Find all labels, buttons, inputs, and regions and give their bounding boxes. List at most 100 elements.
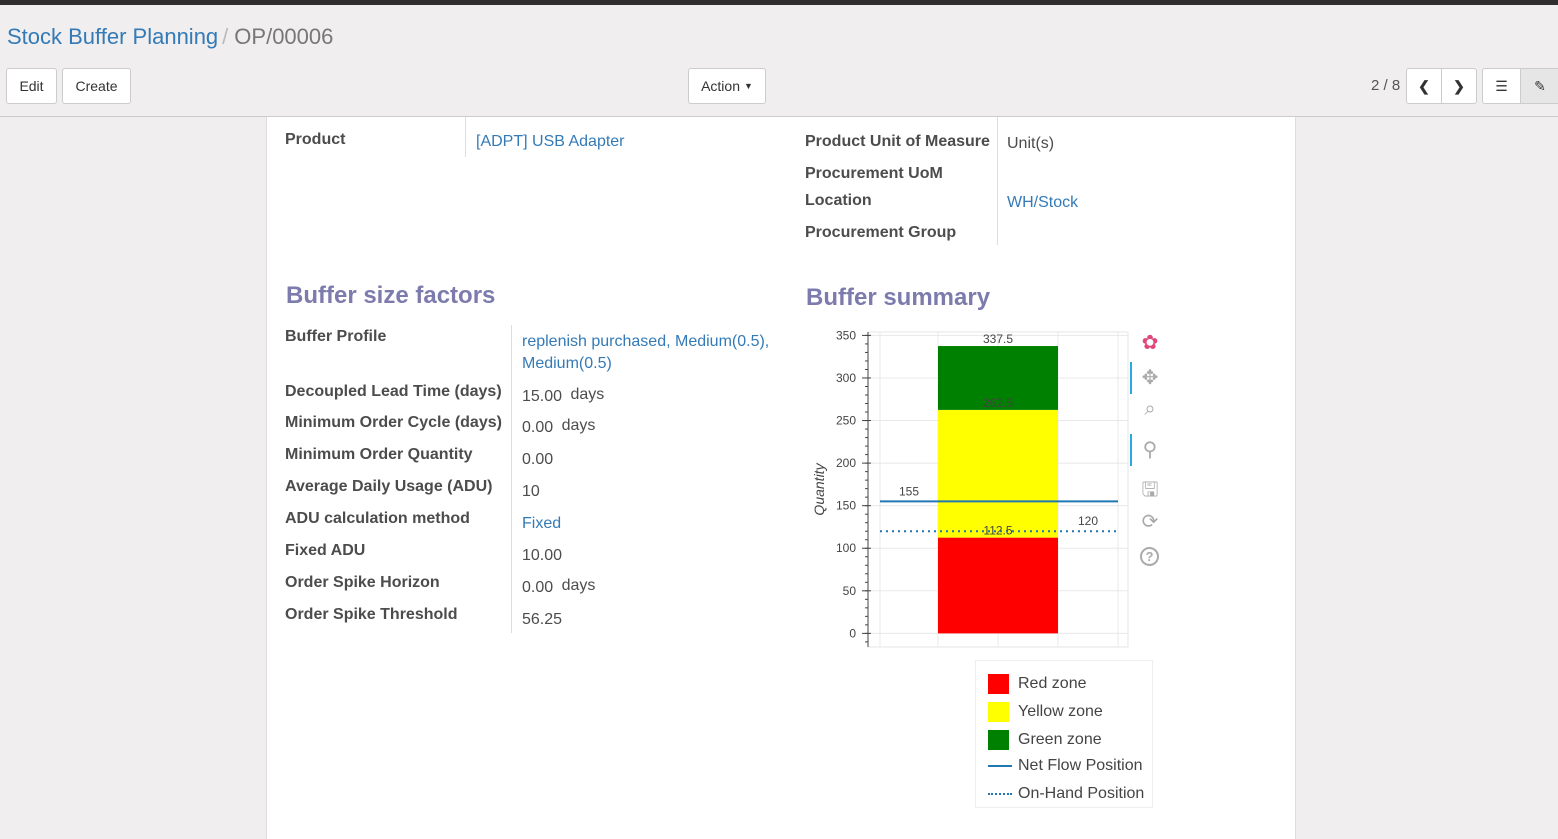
action-label: Action — [701, 78, 740, 94]
edit-button[interactable]: Edit — [6, 68, 57, 104]
list-view-button[interactable]: ☰ — [1482, 68, 1521, 104]
y-tick-label: 250 — [836, 414, 856, 428]
value-text: Fixed — [522, 515, 562, 532]
field-value: 0.00 days — [522, 417, 595, 439]
help-icon[interactable]: ? — [1140, 547, 1159, 566]
field-label: Decoupled Lead Time (days) — [285, 383, 502, 400]
legend-green-zone: Green zone — [988, 730, 1102, 750]
active-tool-indicator — [1130, 362, 1132, 394]
legend-swatch — [988, 730, 1009, 750]
legend-label: Green zone — [1018, 731, 1102, 748]
buffer-summary-title: Buffer summary — [806, 284, 991, 311]
y-tick-label: 200 — [836, 456, 856, 470]
create-button[interactable]: Create — [62, 68, 131, 104]
y-tick-label: 50 — [843, 584, 857, 598]
location-link[interactable]: WH/Stock — [1007, 194, 1079, 211]
y-tick-label: 0 — [849, 626, 856, 640]
unit-text: days — [561, 417, 596, 434]
buffer-chart[interactable]: 0 50 100 150 200 250 300 350 Quantity 155 120 112.5… — [805, 320, 1135, 660]
line-label: 120 — [1078, 514, 1098, 528]
breadcrumb-current: OP/00006 — [234, 24, 334, 49]
legend-yellow-zone: Yellow zone — [988, 702, 1103, 722]
field-value: 0.00 — [522, 449, 553, 471]
pan-icon[interactable]: ✥ — [1141, 367, 1159, 389]
legend-net-flow: Net Flow Position — [988, 757, 1143, 775]
uom-value: Unit(s) — [1007, 135, 1055, 152]
field-value[interactable]: Fixed — [522, 513, 561, 535]
previous-record-button[interactable]: ❮ — [1406, 68, 1442, 104]
chart-legend: Red zone Yellow zone Green zone Net Flow… — [975, 660, 1153, 808]
field-value: 15.00 days — [522, 386, 604, 408]
save-icon[interactable]: 🖫 — [1141, 479, 1159, 501]
field-label: Fixed ADU — [285, 542, 366, 559]
unit-text: days — [561, 577, 596, 594]
field-label: Order Spike Threshold — [285, 606, 458, 623]
location-label: Location — [805, 192, 872, 209]
value-text: 0.00 — [522, 579, 554, 596]
value-text: replenish purchased, Medium(0.5), — [522, 333, 770, 350]
chevron-right-icon: ❯ — [1453, 77, 1465, 94]
field-value: 56.25 — [522, 609, 562, 631]
field-label: Average Daily Usage (ADU) — [285, 478, 493, 495]
active-tool-indicator — [1130, 434, 1132, 466]
breadcrumb-separator: / — [222, 24, 229, 49]
legend-label: Red zone — [1018, 675, 1087, 692]
chevron-left-icon: ❮ — [1418, 77, 1430, 94]
control-panel: Stock Buffer Planning / OP/00006 Edit Crea… — [0, 5, 1558, 117]
value-text: 10.00 — [522, 547, 563, 564]
y-axis-label: Quantity — [811, 462, 827, 515]
value-text: 10 — [522, 483, 540, 500]
legend-swatch — [988, 674, 1009, 694]
next-record-button[interactable]: ❯ — [1441, 68, 1477, 104]
action-dropdown[interactable]: Action ▼ — [688, 68, 766, 104]
field-label: Buffer Profile — [285, 328, 387, 345]
caret-down-icon: ▼ — [744, 81, 753, 91]
value-text: Medium(0.5) — [522, 355, 612, 372]
product-link[interactable]: [ADPT] USB Adapter — [476, 133, 625, 150]
field-value: 10.00 — [522, 545, 562, 567]
field-value: 10 — [522, 481, 540, 503]
field-label: Minimum Order Cycle (days) — [285, 414, 502, 431]
legend-label: Yellow zone — [1018, 703, 1103, 720]
value-text: 0.00 — [522, 419, 554, 436]
field-value: 0.00 days — [522, 577, 595, 599]
y-tick-label: 350 — [836, 328, 856, 342]
divider — [511, 325, 512, 633]
legend-swatch — [988, 702, 1009, 722]
buffer-size-title: Buffer size factors — [286, 282, 496, 309]
top-bar — [0, 0, 1558, 5]
field-value[interactable]: replenish purchased, Medium(0.5), Medium(… — [522, 331, 769, 375]
bar-label: 337.5 — [983, 332, 1013, 346]
line-label: 155 — [899, 484, 919, 498]
bar-segment-green-zone — [938, 346, 1058, 410]
breadcrumb-parent[interactable]: Stock Buffer Planning — [7, 24, 219, 49]
procurement-uom-label: Procurement UoM — [805, 165, 943, 182]
y-tick-label: 100 — [836, 541, 856, 555]
product-label: Product — [285, 131, 346, 148]
bar-label: 112.5 — [983, 524, 1012, 538]
bar-label: 262.5 — [983, 396, 1013, 410]
divider — [465, 117, 466, 157]
reset-icon[interactable]: ⟳ — [1141, 511, 1159, 533]
value-text: 0.00 — [522, 451, 554, 468]
procurement-group-label: Procurement Group — [805, 224, 957, 241]
legend-label: Net Flow Position — [1018, 757, 1143, 774]
unit-text: days — [570, 386, 605, 403]
legend-red-zone: Red zone — [988, 674, 1087, 694]
field-label: Order Spike Horizon — [285, 574, 440, 591]
field-label: ADU calculation method — [285, 510, 470, 527]
legend-swatch — [988, 793, 1012, 795]
bokeh-logo-icon: ✿ — [1141, 332, 1159, 354]
bar-segment-red-zone — [938, 537, 1058, 634]
pager-value: 2 / 8 — [1371, 77, 1401, 94]
edit-form-icon: ✎ — [1534, 77, 1546, 94]
form-view-button[interactable]: ✎ — [1520, 68, 1558, 104]
y-tick-label: 150 — [836, 499, 856, 513]
uom-label: Product Unit of Measure — [805, 133, 990, 150]
box-zoom-icon[interactable]: ⌕ — [1144, 398, 1156, 420]
legend-label: On-Hand Position — [1018, 785, 1145, 802]
value-text: 56.25 — [522, 611, 563, 628]
list-icon: ☰ — [1495, 77, 1508, 94]
wheel-zoom-icon[interactable]: ⚲ — [1142, 439, 1158, 461]
divider — [997, 117, 998, 245]
